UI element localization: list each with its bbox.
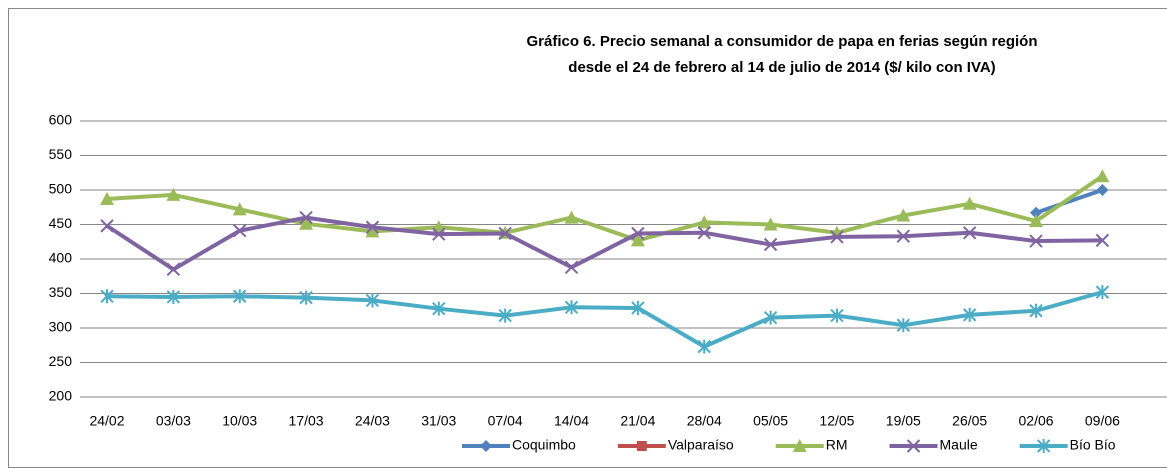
marker [631,226,645,241]
marker [432,227,446,241]
marker [299,290,313,305]
chart-title: Gráfico 6. Precio semanal a consumidor d… [527,33,1038,50]
marker [830,308,844,323]
marker [697,215,712,229]
x-tick-label: 31/03 [421,413,456,429]
marker [962,196,977,210]
marker [299,216,314,230]
x-tick-label: 12/05 [819,413,854,429]
x-tick-label: 26/05 [952,413,987,429]
x-tick-label: 05/05 [753,413,788,429]
legend-label: Valparaíso [668,437,734,453]
marker [1029,214,1044,228]
marker [432,301,446,316]
marker [498,226,512,241]
marker [631,300,645,315]
marker [233,289,247,304]
x-tick-label: 10/03 [222,413,257,429]
marker [830,230,844,244]
marker [365,224,380,238]
marker [1096,184,1109,196]
y-tick-label: 200 [49,388,73,404]
x-tick-label: 19/05 [886,413,921,429]
x-tick-label: 07/04 [488,413,523,429]
x-tick-label: 24/03 [355,413,390,429]
chart-title: desde el 24 de febrero al 14 de julio de… [568,59,995,76]
series-line [106,174,1104,243]
series-line [106,290,1103,349]
marker [564,210,579,224]
marker [896,318,911,333]
marker [480,440,492,452]
x-tick-label: 21/04 [620,413,655,429]
y-tick-label: 500 [49,181,73,197]
y-tick-label: 400 [49,250,73,266]
marker [166,262,181,277]
marker [962,307,977,322]
marker [697,339,711,354]
y-tick-label: 300 [49,319,73,335]
marker [906,439,921,453]
marker [100,219,114,233]
marker [1036,439,1051,453]
marker [564,260,579,274]
y-tick-label: 600 [49,112,73,128]
marker [232,202,247,216]
x-tick-label: 17/03 [289,413,324,429]
x-tick-label: 09/06 [1085,413,1120,429]
legend-label: Coquimbo [512,437,576,453]
marker [962,226,977,240]
marker [1095,169,1110,183]
marker [365,220,380,234]
x-tick-label: 02/06 [1019,413,1054,429]
marker [166,187,181,201]
marker [763,237,778,252]
y-tick-label: 350 [49,284,73,300]
marker [365,293,380,308]
marker [896,208,911,222]
marker [896,229,911,243]
legend-label: Maule [940,437,978,453]
x-tick-label: 03/03 [156,413,191,429]
marker [1030,206,1043,219]
chart-border [8,8,1167,468]
marker [1029,303,1043,318]
marker [1029,234,1043,248]
marker [1095,233,1110,248]
legend-label: RM [826,437,848,453]
marker [763,310,778,325]
y-tick-label: 550 [49,146,73,162]
marker [636,441,647,451]
marker [1095,285,1110,300]
x-tick-label: 28/04 [687,413,722,429]
marker [166,289,181,304]
marker [233,224,247,238]
marker [498,308,512,323]
y-tick-label: 450 [49,215,73,231]
marker [564,300,579,315]
marker [630,233,645,247]
series-line [105,215,1103,272]
legend-label: Bío Bío [1070,437,1116,453]
x-tick-label: 24/02 [89,413,124,429]
marker [299,210,313,225]
marker [100,191,114,205]
y-tick-label: 250 [49,353,73,369]
x-tick-label: 14/04 [554,413,589,429]
marker [697,226,711,240]
marker [100,289,114,304]
marker [763,217,778,231]
series-line [1035,188,1104,215]
marker [792,439,807,452]
